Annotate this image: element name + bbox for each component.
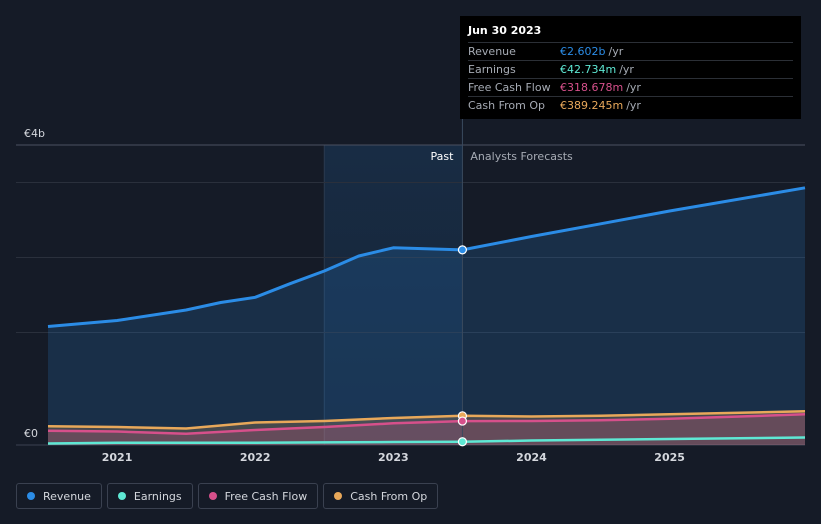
legend-item-revenue[interactable]: Revenue xyxy=(16,483,102,509)
tooltip-label: Free Cash Flow xyxy=(468,81,551,94)
series-area-revenue xyxy=(48,187,805,446)
tooltip-label: Cash From Op xyxy=(468,99,546,112)
tooltip-label: Earnings xyxy=(468,63,516,76)
tooltip-unit: /yr xyxy=(619,63,634,76)
tooltip-value: €42.734m xyxy=(560,63,617,76)
data-tooltip: Jun 30 2023 Revenue €2.602b /yr Earnings… xyxy=(460,16,801,119)
past-label: Past xyxy=(430,150,454,163)
chart-legend: Revenue Earnings Free Cash Flow Cash Fro… xyxy=(16,483,439,509)
tooltip-unit: /yr xyxy=(626,81,641,94)
series-line-revenue xyxy=(47,186,806,328)
tooltip-label: Revenue xyxy=(468,45,516,58)
legend-item-cash-from-op[interactable]: Cash From Op xyxy=(323,483,439,509)
tooltip-unit: /yr xyxy=(608,45,624,58)
y-tick-label: €4b xyxy=(24,127,45,140)
x-tick-label: 2021 xyxy=(102,451,133,464)
tooltip-value: €389.245m xyxy=(560,99,624,112)
tooltip-row-revenue: Revenue €2.602b /yr xyxy=(468,42,793,60)
legend-label: Revenue xyxy=(43,489,91,503)
legend-dot-icon xyxy=(208,492,217,500)
x-tick-label: 2025 xyxy=(654,451,685,464)
legend-label: Free Cash Flow xyxy=(224,489,308,503)
legend-item-free-cash-flow[interactable]: Free Cash Flow xyxy=(197,483,319,509)
x-tick-label: 2022 xyxy=(240,451,271,464)
legend-dot-icon xyxy=(27,492,35,500)
legend-dot-icon xyxy=(334,492,343,500)
series-area-free-cash-flow xyxy=(48,414,805,445)
y-tick-label: €0 xyxy=(24,427,38,440)
series-line-cash-from-op xyxy=(47,410,806,430)
marker-free-cash-flow xyxy=(457,416,468,426)
tooltip-row-earnings: Earnings €42.734m /yr xyxy=(468,60,793,78)
tooltip-row-cash-from-op: Cash From Op €389.245m /yr xyxy=(468,96,793,114)
marker-revenue xyxy=(457,245,468,255)
x-tick-label: 2023 xyxy=(378,451,409,464)
series-line-earnings xyxy=(47,436,806,445)
past-region-shade xyxy=(324,145,463,445)
series-line-free-cash-flow xyxy=(47,413,806,436)
tooltip-value: €2.602b xyxy=(560,45,606,58)
tooltip-value: €318.678m xyxy=(560,81,624,94)
x-tick-label: 2024 xyxy=(516,451,547,464)
legend-label: Earnings xyxy=(133,489,182,503)
legend-label: Cash From Op xyxy=(350,489,428,503)
legend-item-earnings[interactable]: Earnings xyxy=(106,483,193,509)
legend-dot-icon xyxy=(117,492,126,500)
tooltip-date: Jun 30 2023 xyxy=(468,24,542,37)
tooltip-unit: /yr xyxy=(626,99,641,112)
tooltip-row-free-cash-flow: Free Cash Flow €318.678m /yr xyxy=(468,78,793,96)
forecast-label: Analysts Forecasts xyxy=(470,150,573,163)
marker-earnings xyxy=(457,437,468,447)
